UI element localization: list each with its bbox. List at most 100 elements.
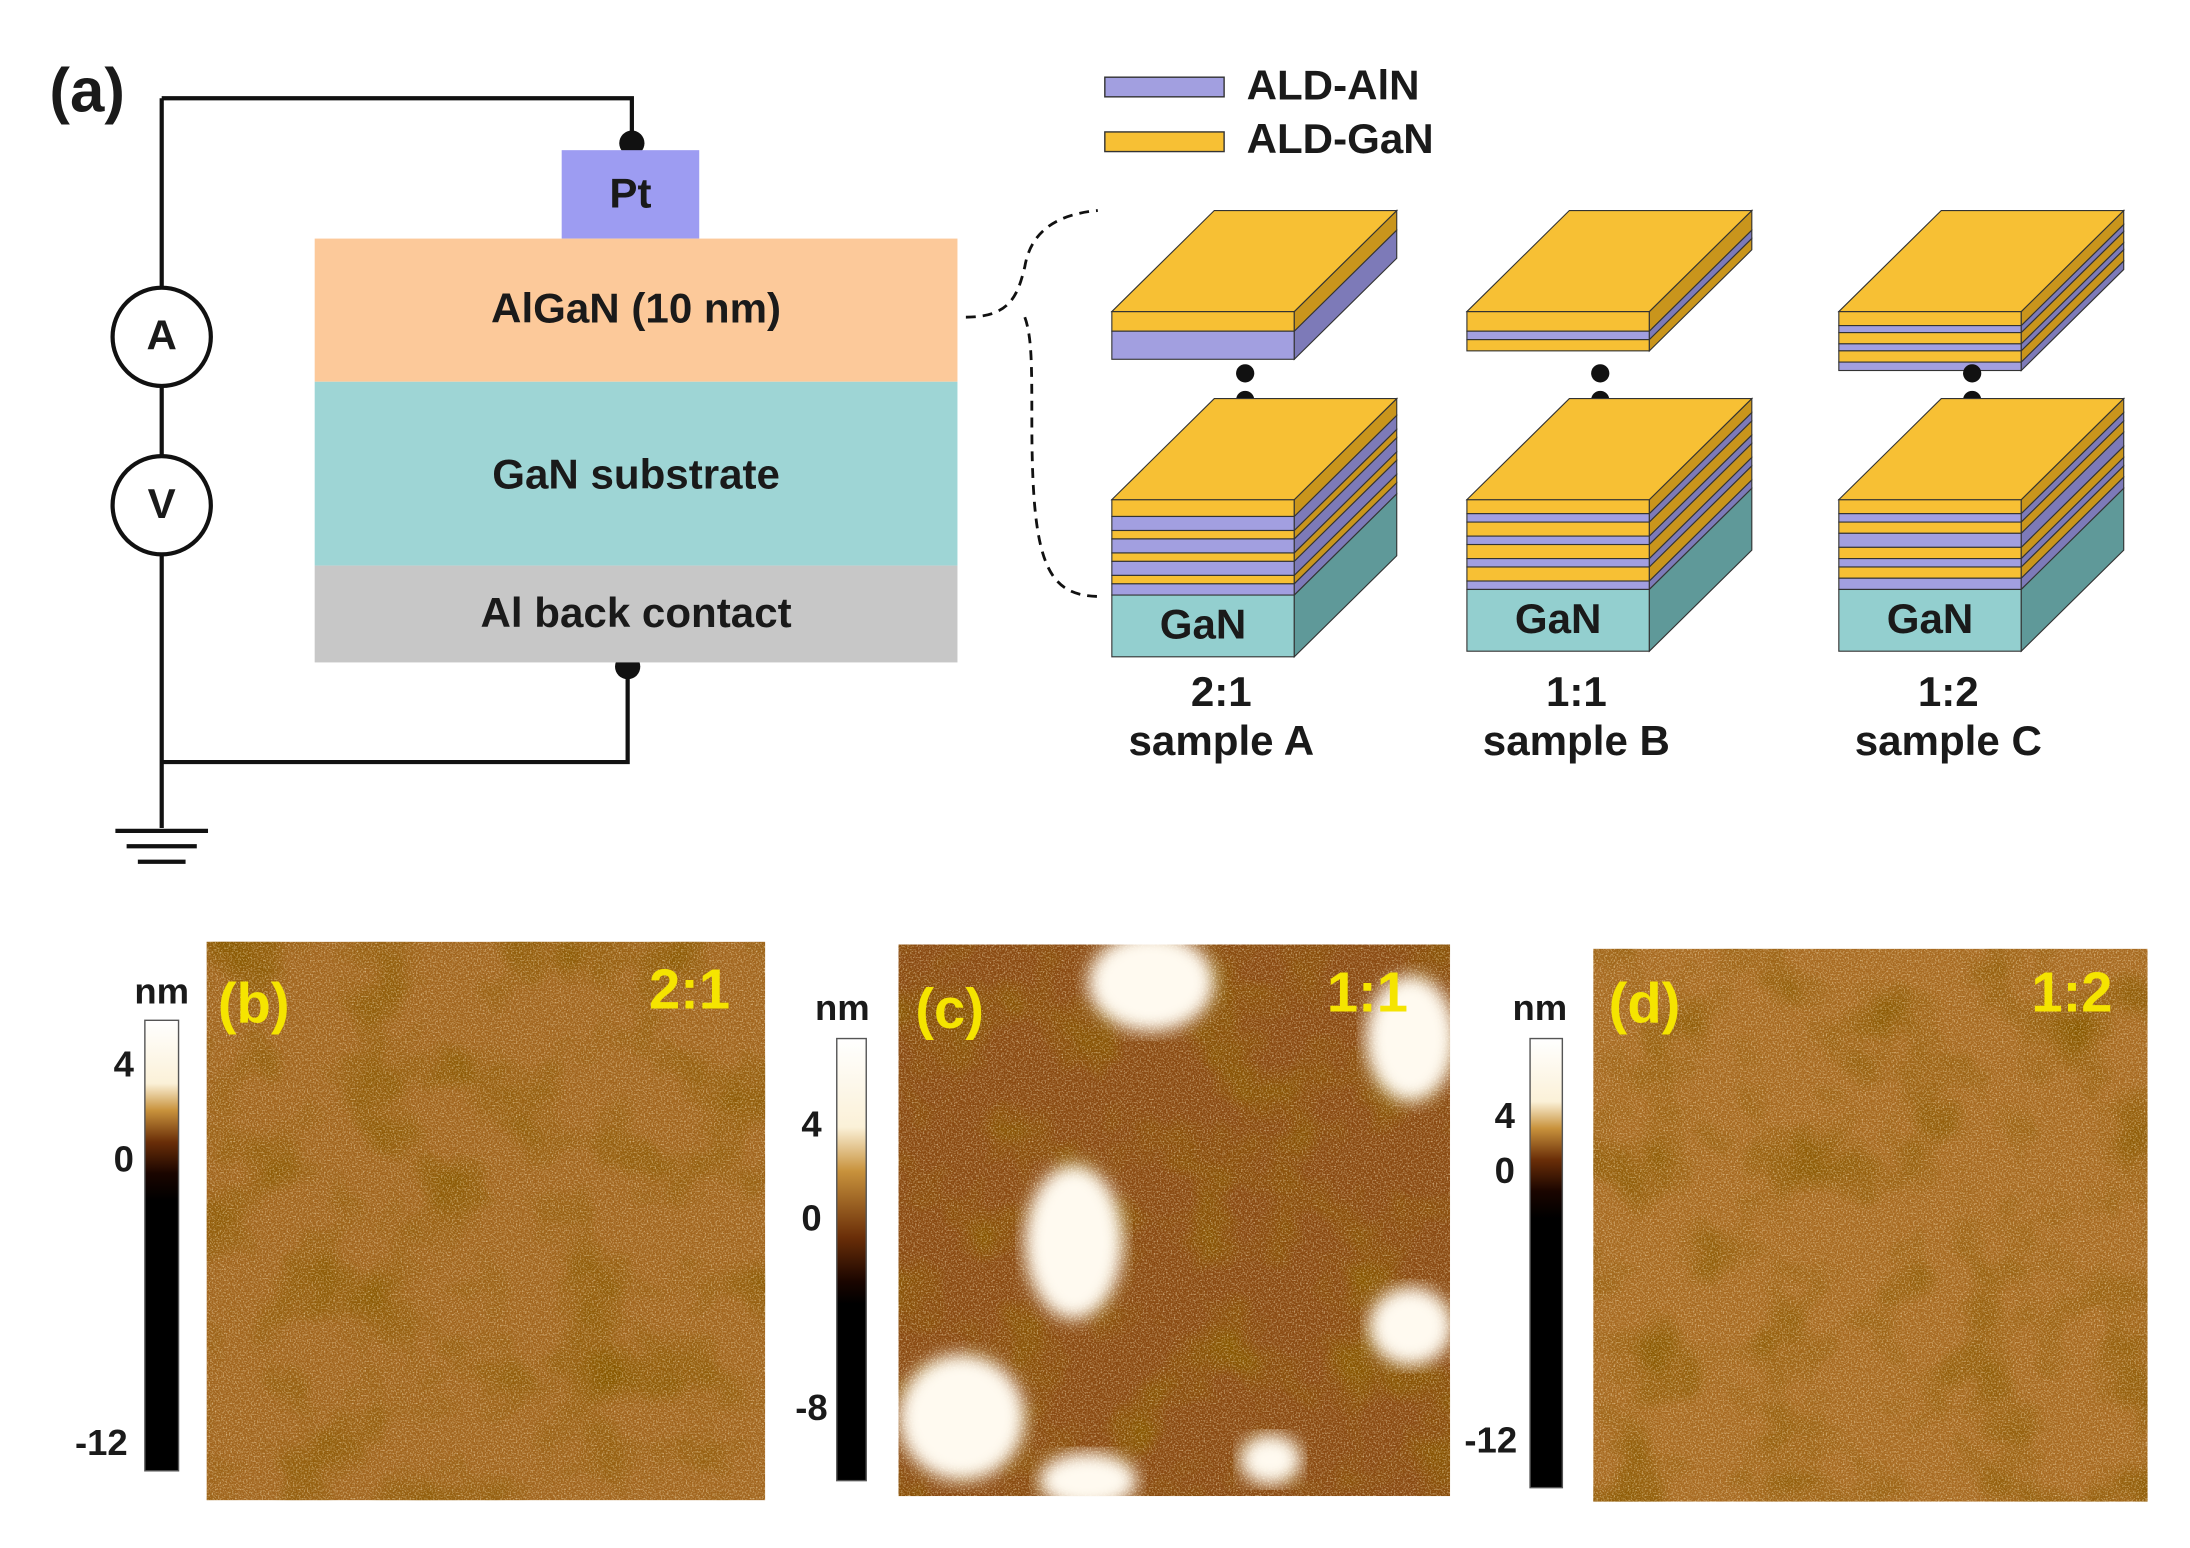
layer-top [1837, 398, 2126, 501]
gan-layer [314, 381, 958, 566]
algan-layer [314, 238, 958, 382]
layer-label: Al back contact [481, 589, 792, 636]
afm-panel: nm 4 0 -8 (c) 1:1 [795, 944, 1451, 1497]
ammeter [110, 285, 213, 389]
colorbar-tick: 0 [801, 1198, 821, 1239]
panel-ratio: 1:1 [1327, 960, 1408, 1023]
legend-swatch [1104, 131, 1225, 153]
legend-label: ALD-AlN [1247, 62, 1420, 109]
layer-front [1466, 543, 1650, 560]
legend-swatch [1104, 76, 1225, 98]
layer-front [1466, 339, 1650, 352]
colorbar [836, 1037, 867, 1482]
sample-ratio: 1:1 [1546, 668, 1607, 715]
ellipsis-dot [1236, 364, 1255, 383]
layer-front [1111, 583, 1295, 596]
layer-front [1466, 588, 1650, 652]
sample-name: sample A [1129, 717, 1315, 764]
layer-front [1111, 560, 1295, 576]
ellipsis-dot [1963, 364, 1982, 383]
colorbar-tick: 4 [801, 1104, 822, 1145]
panel-label: (a) [49, 57, 124, 126]
layer-top [1465, 209, 1754, 313]
afm-grain [206, 941, 766, 1501]
panel-label: (b) [218, 972, 290, 1035]
layer-top [1110, 398, 1399, 501]
layer-top [1837, 209, 2126, 313]
sample-ratio: 1:2 [1918, 668, 1979, 715]
wire [161, 96, 634, 141]
layer-front [1466, 499, 1650, 515]
layer-side [2020, 487, 2125, 653]
afm-image [898, 944, 1451, 1497]
layer-front [1838, 332, 2022, 345]
afm-feature [898, 1354, 1025, 1481]
afm-feature [1365, 975, 1451, 1102]
colorbar-tick: 0 [1495, 1150, 1515, 1191]
colorbar [1529, 1037, 1564, 1489]
sample-name: sample B [1483, 717, 1670, 764]
afm-image [206, 941, 766, 1501]
colorbar-tick: -8 [795, 1387, 827, 1428]
substrate-label: GaN [1887, 595, 1974, 642]
layer-front [1466, 580, 1650, 591]
layer-front [1838, 499, 2022, 515]
layer-front [1838, 361, 2022, 372]
colorbar-unit: nm [134, 970, 189, 1011]
meter-label: V [148, 480, 176, 527]
layer-side [1293, 228, 1398, 361]
afm-feature [1024, 1164, 1124, 1320]
panel-label: (c) [915, 977, 984, 1040]
sample-name: sample C [1855, 717, 2042, 764]
afm-feature [1038, 1452, 1138, 1497]
colorbar-tick: -12 [1464, 1419, 1517, 1460]
layer-front [1838, 558, 2022, 568]
layer-side [2020, 259, 2125, 372]
layer-front [1111, 574, 1295, 585]
layer-front [1838, 577, 2022, 591]
layer-top [1465, 398, 1754, 501]
layer-label: GaN substrate [492, 450, 780, 497]
layer-side [1648, 237, 1753, 353]
contact-dot [619, 130, 645, 156]
layer-front [1466, 558, 1650, 568]
meter-label: A [147, 311, 177, 358]
colorbar-tick: 0 [114, 1139, 134, 1180]
layer-front [1466, 311, 1650, 332]
layer-front [1111, 311, 1295, 332]
panel-ratio: 1:2 [2031, 960, 2112, 1023]
layer-side [1648, 487, 1753, 653]
afm-panels: nm 4 0 -12 (b) 2:1 nm 4 0 -8 (c) 1:1 nm 4 0 -12 (d) 1:2 [75, 941, 2148, 1502]
layer-front [1838, 350, 2022, 363]
afm-feature [1368, 1286, 1451, 1366]
afm-panel: nm 4 0 -12 (b) 2:1 [75, 941, 766, 1501]
colorbar [144, 1019, 180, 1472]
layer-front [1111, 515, 1295, 532]
layer-front [1838, 311, 2022, 327]
layer-front [1466, 330, 1650, 341]
layer-label: Pt [609, 170, 651, 217]
sample-ratio: 2:1 [1191, 668, 1252, 715]
layer-front [1111, 499, 1295, 518]
colorbar-tick: 4 [1495, 1095, 1516, 1136]
layer-front [1838, 546, 2022, 560]
layer-front [1111, 330, 1295, 360]
layer-front [1466, 513, 1650, 523]
layer-front [1838, 325, 2022, 334]
colorbar-unit: nm [815, 987, 870, 1028]
brace [965, 209, 1098, 598]
voltmeter [110, 454, 213, 557]
layer-front [1838, 566, 2022, 579]
afm-grain [1593, 948, 2148, 1502]
back-contact [314, 565, 958, 663]
afm-panel: nm 4 0 -12 (d) 1:2 [1464, 948, 2148, 1502]
layer-front [1838, 521, 2022, 534]
afm-feature [1239, 1434, 1302, 1485]
pt-layer [561, 150, 700, 239]
layer-front [1111, 529, 1295, 540]
substrate-label: GaN [1160, 600, 1247, 647]
layer-front [1838, 513, 2022, 523]
layer-front [1466, 566, 1650, 582]
colorbar-tick: -12 [75, 1422, 128, 1463]
